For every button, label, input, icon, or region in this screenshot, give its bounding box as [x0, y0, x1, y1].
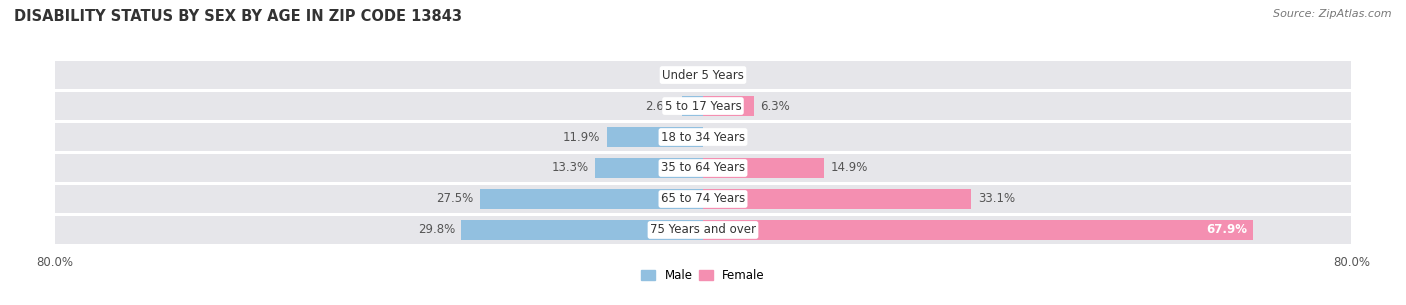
Text: 2.6%: 2.6% [645, 99, 675, 113]
Bar [55, 185, 1351, 213]
Text: 6.3%: 6.3% [761, 99, 790, 113]
Bar [479, 189, 703, 209]
Text: 75 Years and over: 75 Years and over [650, 224, 756, 236]
Text: Under 5 Years: Under 5 Years [662, 69, 744, 81]
Text: DISABILITY STATUS BY SEX BY AGE IN ZIP CODE 13843: DISABILITY STATUS BY SEX BY AGE IN ZIP C… [14, 9, 463, 24]
Text: 35 to 64 Years: 35 to 64 Years [661, 161, 745, 174]
Bar [703, 189, 972, 209]
Text: 0.0%: 0.0% [710, 131, 740, 144]
Text: 65 to 74 Years: 65 to 74 Years [661, 192, 745, 206]
Text: 14.9%: 14.9% [831, 161, 868, 174]
Text: 13.3%: 13.3% [551, 161, 589, 174]
Legend: Male, Female: Male, Female [637, 265, 769, 287]
Bar [703, 158, 824, 178]
Bar [703, 96, 754, 116]
Text: 0.0%: 0.0% [710, 69, 740, 81]
Text: 0.0%: 0.0% [666, 69, 696, 81]
Text: 11.9%: 11.9% [562, 131, 600, 144]
Bar [55, 216, 1351, 244]
Bar [595, 158, 703, 178]
Bar [55, 61, 1351, 89]
Bar [682, 96, 703, 116]
Bar [606, 127, 703, 147]
Text: 27.5%: 27.5% [436, 192, 474, 206]
Bar [703, 220, 1253, 239]
Bar [461, 220, 703, 239]
Bar [55, 92, 1351, 120]
Bar [55, 123, 1351, 151]
Text: 33.1%: 33.1% [977, 192, 1015, 206]
Text: 29.8%: 29.8% [418, 224, 456, 236]
Bar [55, 154, 1351, 182]
Text: 67.9%: 67.9% [1206, 224, 1247, 236]
Text: 18 to 34 Years: 18 to 34 Years [661, 131, 745, 144]
Text: Source: ZipAtlas.com: Source: ZipAtlas.com [1274, 9, 1392, 19]
Text: 5 to 17 Years: 5 to 17 Years [665, 99, 741, 113]
